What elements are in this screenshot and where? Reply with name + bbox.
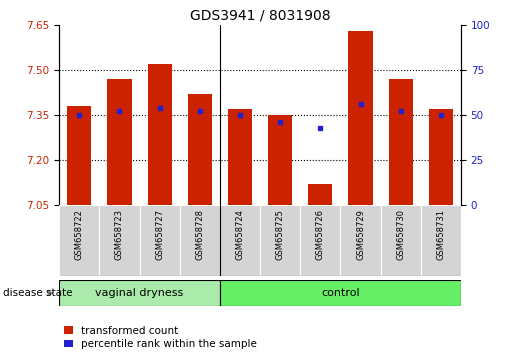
Text: GSM658730: GSM658730 — [396, 209, 405, 260]
Bar — [389, 79, 413, 205]
Text: GSM658724: GSM658724 — [235, 209, 245, 260]
Bar — [228, 109, 252, 205]
Text: control: control — [321, 288, 359, 298]
Text: GSM658726: GSM658726 — [316, 209, 325, 260]
Bar — [381, 205, 421, 276]
Bar — [260, 205, 300, 276]
Bar — [300, 205, 340, 276]
Bar — [349, 31, 372, 205]
Bar — [268, 115, 292, 205]
Text: disease state: disease state — [3, 288, 72, 298]
Text: vaginal dryness: vaginal dryness — [95, 288, 184, 298]
Bar — [308, 184, 332, 205]
Bar — [340, 205, 381, 276]
Text: GSM658728: GSM658728 — [195, 209, 204, 260]
Legend: transformed count, percentile rank within the sample: transformed count, percentile rank withi… — [64, 326, 257, 349]
Title: GDS3941 / 8031908: GDS3941 / 8031908 — [190, 8, 331, 22]
Text: GSM658727: GSM658727 — [155, 209, 164, 260]
Bar — [140, 205, 180, 276]
Bar — [220, 205, 260, 276]
Bar — [429, 109, 453, 205]
Bar — [148, 64, 171, 205]
Text: GSM658729: GSM658729 — [356, 209, 365, 260]
Text: GSM658723: GSM658723 — [115, 209, 124, 260]
Bar — [108, 79, 131, 205]
Text: GSM658722: GSM658722 — [75, 209, 84, 260]
Bar — [99, 205, 140, 276]
Bar — [67, 106, 91, 205]
Bar — [59, 280, 220, 306]
Bar — [220, 280, 461, 306]
Bar — [188, 94, 212, 205]
Bar — [180, 205, 220, 276]
Text: GSM658725: GSM658725 — [276, 209, 285, 260]
Text: GSM658731: GSM658731 — [436, 209, 445, 260]
Bar — [421, 205, 461, 276]
Bar — [59, 205, 99, 276]
